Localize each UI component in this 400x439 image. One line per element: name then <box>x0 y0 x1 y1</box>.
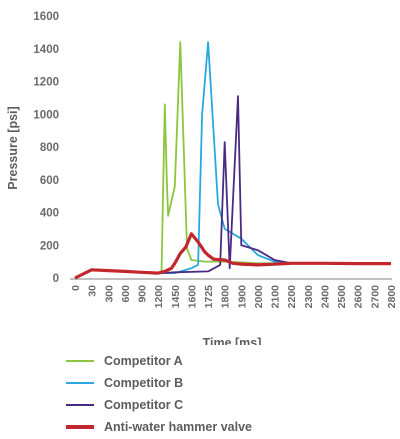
x-tick-label: 900 <box>137 285 149 303</box>
x-tick-label: 2200 <box>286 285 298 309</box>
x-tick-label: 2600 <box>353 285 365 309</box>
y-tick-label: 400 <box>40 208 59 220</box>
y-tick-label: 600 <box>40 175 59 187</box>
legend-label-anti-water-hammer-valve: Anti-water hammer valve <box>104 420 252 434</box>
y-tick-label: 0 <box>53 273 59 285</box>
x-tick-label: 1900 <box>236 285 248 309</box>
y-tick-label: 1200 <box>33 77 59 89</box>
x-tick-label: 1725 <box>203 285 215 309</box>
series-line-competitor-c <box>74 95 391 279</box>
y-tick-label: 1400 <box>33 44 59 56</box>
legend-label-competitor-c: Competitor C <box>104 398 184 412</box>
x-tick-label: 1600 <box>186 285 198 309</box>
legend-item-competitor-b: Competitor B <box>66 373 252 393</box>
legend-item-anti-water-hammer-valve: Anti-water hammer valve <box>66 417 252 437</box>
x-tick-label: 1450 <box>170 285 182 309</box>
x-axis-title: Time [ms] <box>203 336 262 345</box>
legend-swatch-competitor-c <box>66 404 94 406</box>
y-axis-title: Pressure [psi] <box>6 106 20 189</box>
x-tick-label: 300 <box>103 285 115 303</box>
legend-label-competitor-b: Competitor B <box>104 376 184 390</box>
y-tick-label: 1000 <box>33 109 59 121</box>
x-tick-label: 2000 <box>253 285 265 309</box>
y-tick-label: 1600 <box>33 11 59 23</box>
series-line-anti-water-hammer-valve <box>74 232 391 280</box>
x-tick-label: 1200 <box>153 285 165 309</box>
x-tick-label: 2500 <box>336 285 348 309</box>
pressure-time-chart: Pressure [psi] 0 200 400 600 800 1000 1200 1400… <box>6 11 398 345</box>
legend-label-competitor-a: Competitor A <box>104 354 183 368</box>
x-tick-label: 0 <box>70 285 82 291</box>
series-line-competitor-a <box>74 41 391 279</box>
x-tick-label: 2400 <box>319 285 331 309</box>
x-tick-label: 1800 <box>220 285 232 309</box>
legend-item-competitor-c: Competitor C <box>66 395 252 415</box>
series-line-competitor-b <box>74 41 391 279</box>
legend-swatch-anti-water-hammer-valve <box>66 425 94 429</box>
legend-item-competitor-a: Competitor A <box>66 351 252 371</box>
x-tick-label: 2100 <box>270 285 282 309</box>
x-tick-label: 30 <box>87 285 99 297</box>
x-tick-label: 600 <box>120 285 132 303</box>
legend-swatch-competitor-b <box>66 382 94 384</box>
chart-legend: Competitor A Competitor B Competitor C A… <box>66 351 252 439</box>
x-tick-label: 2300 <box>303 285 315 309</box>
x-tick-label: 2700 <box>369 285 381 309</box>
x-tick-label: 2800 <box>386 285 398 309</box>
y-tick-label: 800 <box>40 142 59 154</box>
y-tick-label: 200 <box>40 240 59 252</box>
legend-swatch-competitor-a <box>66 360 94 362</box>
